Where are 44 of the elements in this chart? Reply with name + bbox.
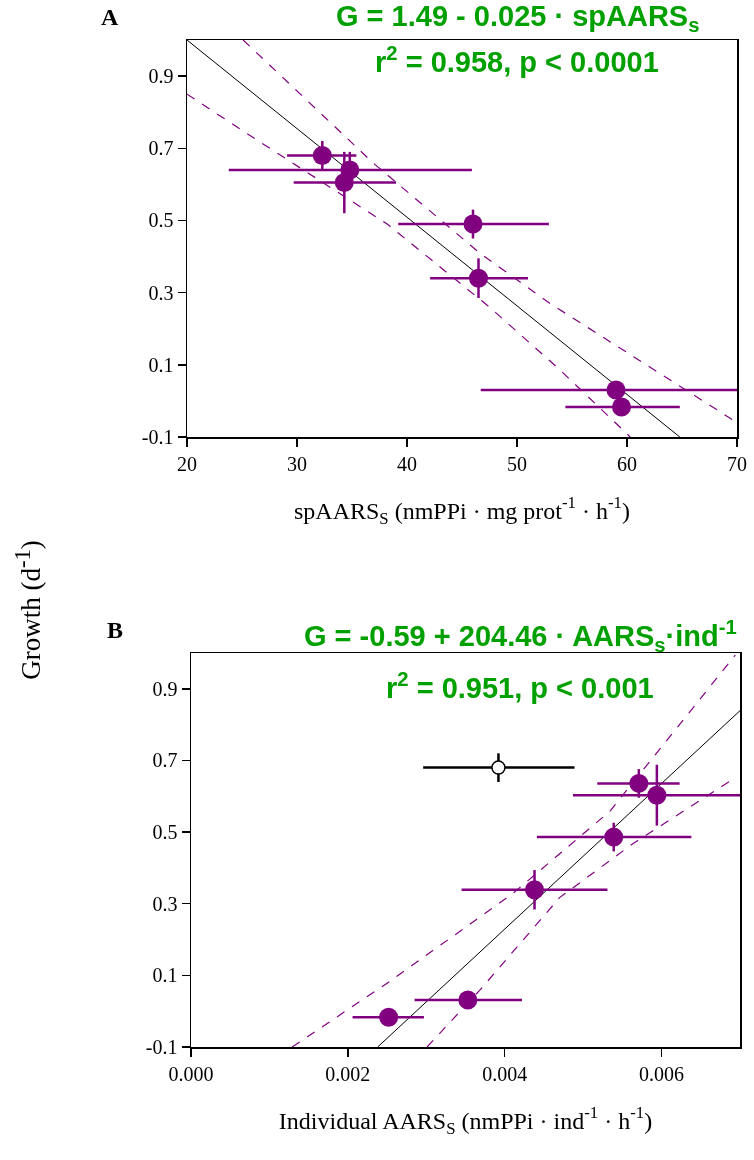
point — [463, 214, 483, 234]
point — [525, 880, 545, 900]
y-tick-label: 0.9 — [152, 677, 178, 700]
x-tick-label: 60 — [617, 452, 637, 475]
x-tick-label: 0.004 — [482, 1062, 528, 1085]
x-tick-label: 20 — [177, 452, 197, 475]
x-axis-title: Individual AARS$_{S}$ (nmPPi · ind$^{-1}$ · h$^{-1}$) — [278, 1103, 653, 1138]
point — [458, 990, 478, 1010]
x-tick-label: 40 — [397, 452, 417, 475]
x-tick-label: 70 — [727, 452, 747, 475]
x-tick-label: 30 — [287, 452, 307, 475]
y-tick-label: 0.7 — [152, 749, 178, 772]
point — [629, 773, 649, 793]
y-tick-label: 0.1 — [148, 353, 174, 376]
x-tick-label: 0.000 — [168, 1062, 214, 1085]
y-tick-label: -0.1 — [145, 1036, 178, 1058]
chart-title: G = 1.49 - 0.025 · spAARS$_{s}$ — [336, 0, 700, 37]
point — [312, 145, 332, 165]
line-series — [291, 654, 736, 1047]
point — [604, 827, 624, 847]
point — [491, 760, 506, 775]
y-tick-label: 0.9 — [148, 65, 174, 88]
y-tick-label: 0.7 — [148, 137, 174, 160]
x-tick-label: 0.006 — [639, 1062, 685, 1085]
y-tick-label: 0.5 — [152, 821, 178, 844]
chart-title: G = -0.59 + 204.46 · AARS$_{s}$·ind$^{-1}$ — [304, 616, 737, 657]
y-tick-label: 0.3 — [148, 281, 174, 304]
y-tick-label: 0.5 — [148, 209, 174, 232]
point — [612, 397, 631, 417]
point — [606, 380, 626, 400]
point — [379, 1007, 399, 1027]
text: r$^{2}$ = 0.951, p < 0.001 — [386, 668, 654, 705]
point — [334, 173, 354, 193]
y-tick-label: 0.3 — [152, 892, 178, 915]
y-tick-label: 0.1 — [152, 964, 178, 987]
x-tick-label: 0.002 — [325, 1062, 371, 1085]
chart-subtitle: r$^{2}$ = 0.958, p < 0.0001 — [375, 42, 659, 79]
x-tick-label: 50 — [507, 452, 527, 475]
x-axis-title: spAARS$_{S}$ (nmPPi · mg prot$^{-1}$ · h$^{-1}$) — [293, 493, 631, 528]
y-tick-label: -0.1 — [141, 426, 174, 448]
text: B — [107, 617, 124, 643]
point — [469, 268, 488, 288]
point — [647, 785, 667, 805]
text: A — [101, 4, 119, 30]
